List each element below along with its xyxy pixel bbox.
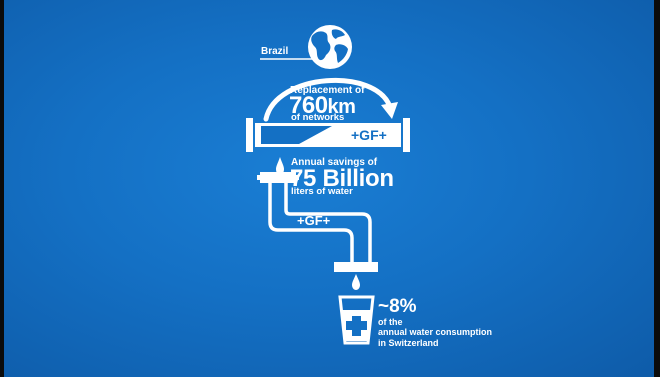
plus-icon [346,316,367,336]
letterbox-left [0,0,4,377]
pipe-brand-logo: +GF+ [351,127,387,143]
tap-brand-logo: +GF+ [297,213,331,228]
water-drop-icon [276,157,284,175]
globe-icon [308,25,352,69]
glass-icon [338,295,375,345]
savings-label: Annual savings of [291,157,378,168]
replacement-sublabel: of networks [291,112,345,123]
curved-arrow-icon [263,77,398,122]
letterbox-right [654,0,660,377]
savings-value: 75 Billion [290,165,394,192]
replacement-unit: km [327,96,356,118]
replacement-number: 760 [289,92,328,119]
location-label: Brazil [261,46,289,57]
pipe-icon [246,118,410,152]
replacement-label: Replacement of [290,85,365,96]
consumption-line-2: annual water consumption [378,327,493,337]
faucet-icon [257,172,378,272]
consumption-line-3: in Switzerland [378,338,439,348]
consumption-value: ~8% [378,296,417,317]
tap-water-drop-icon [352,274,360,290]
replacement-value: 760km [289,92,356,119]
savings-sublabel: liters of water [291,186,353,197]
consumption-line-1: of the [378,317,403,327]
